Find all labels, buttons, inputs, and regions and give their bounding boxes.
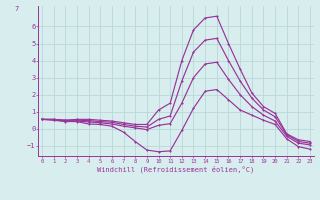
X-axis label: Windchill (Refroidissement éolien,°C): Windchill (Refroidissement éolien,°C) bbox=[97, 165, 255, 173]
Text: 7: 7 bbox=[15, 6, 19, 12]
